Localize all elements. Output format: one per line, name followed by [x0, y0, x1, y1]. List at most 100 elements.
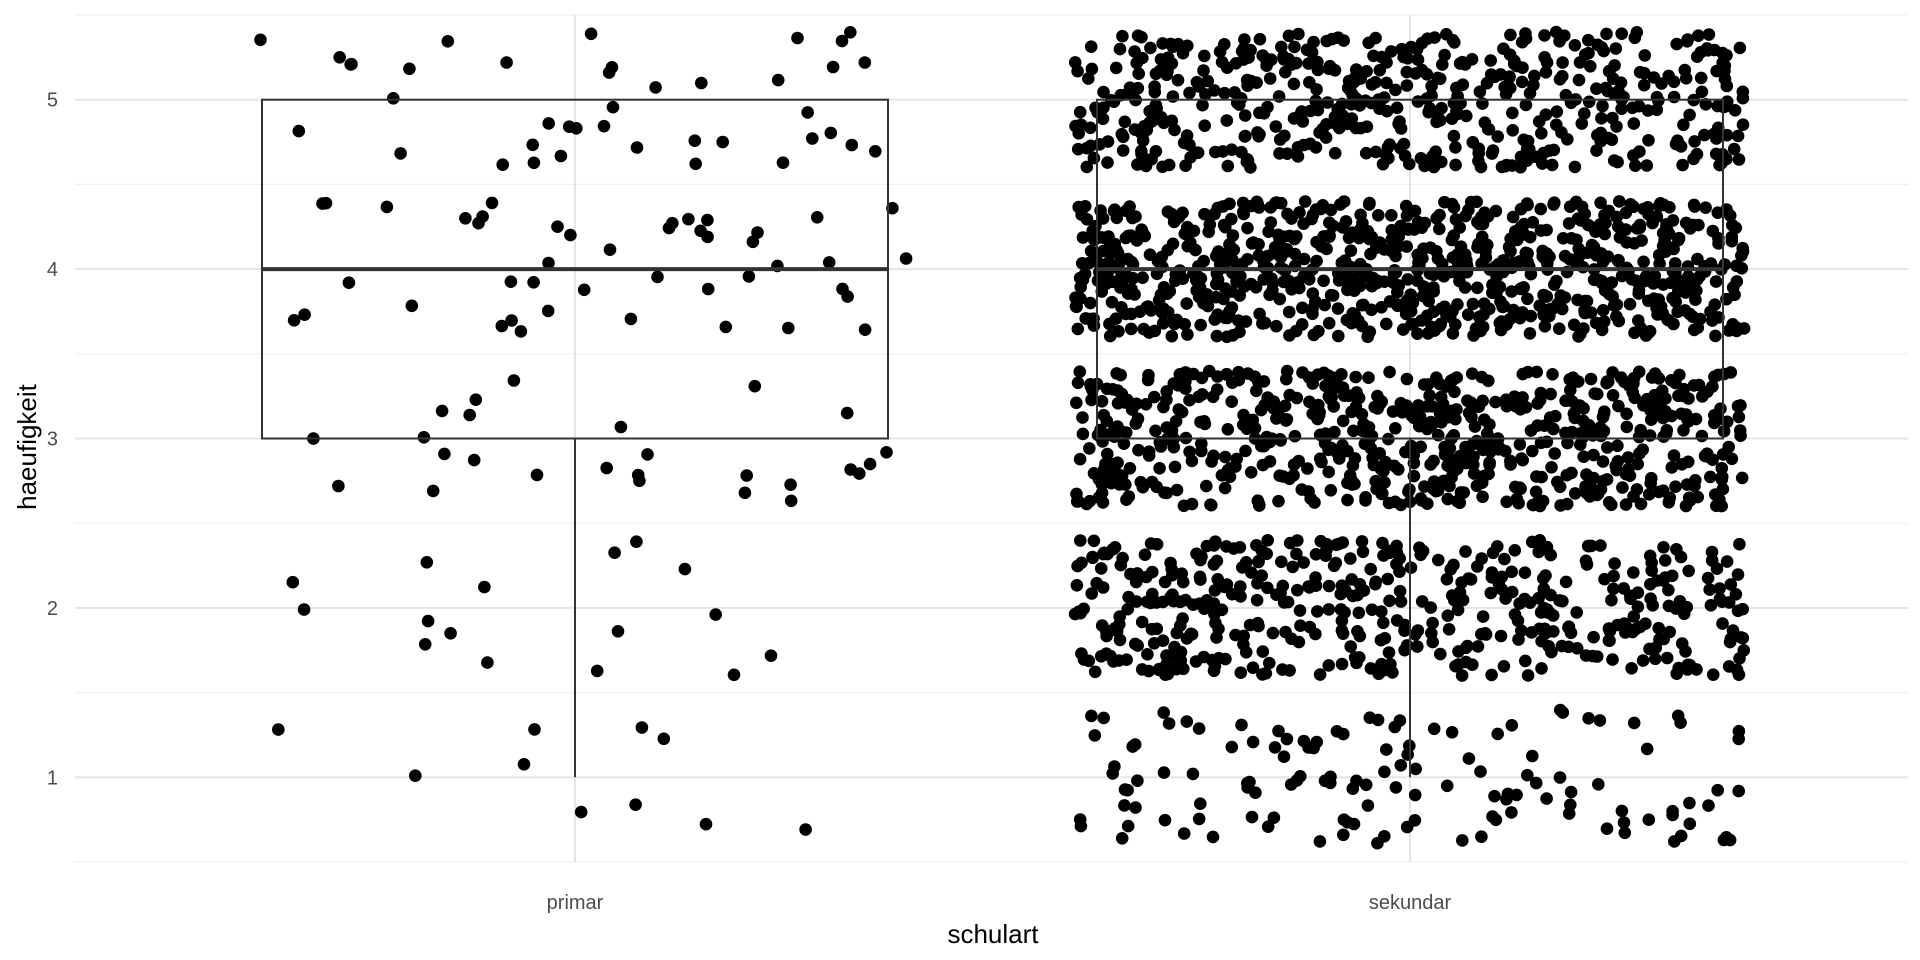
data-point	[1324, 203, 1338, 217]
data-point	[1149, 67, 1163, 81]
data-point	[1253, 32, 1267, 46]
data-point	[1489, 395, 1502, 409]
data-point	[1071, 322, 1085, 336]
data-point	[1194, 573, 1207, 586]
data-point	[629, 798, 642, 811]
data-point	[1115, 832, 1129, 845]
data-point	[1332, 274, 1346, 287]
data-point	[1157, 766, 1171, 779]
data-point	[1551, 475, 1564, 489]
data-point	[1535, 127, 1548, 140]
data-point	[1447, 129, 1461, 143]
data-point	[514, 325, 528, 338]
data-point	[1564, 626, 1578, 640]
data-point	[1283, 664, 1296, 677]
data-point	[1465, 53, 1479, 66]
data-point	[1295, 318, 1309, 331]
data-point	[1088, 233, 1101, 247]
data-point	[1500, 495, 1513, 509]
data-point	[1287, 77, 1301, 91]
data-point	[1102, 256, 1116, 269]
data-point	[1556, 69, 1569, 83]
data-point	[1736, 118, 1750, 131]
data-point	[1245, 566, 1258, 579]
data-point	[1470, 195, 1483, 209]
data-point	[1142, 368, 1155, 382]
data-point	[1198, 602, 1211, 615]
data-point	[1206, 830, 1220, 844]
data-point	[1180, 297, 1193, 310]
data-point	[1136, 134, 1150, 147]
data-point	[1367, 49, 1380, 63]
data-point	[527, 276, 540, 289]
data-point	[1519, 149, 1532, 163]
data-point	[1414, 440, 1427, 454]
data-point	[1075, 647, 1088, 660]
data-point	[1666, 214, 1680, 227]
data-point	[1519, 32, 1533, 45]
data-point	[1543, 303, 1556, 316]
data-point	[1474, 160, 1488, 174]
data-point	[1678, 63, 1692, 77]
data-point	[1672, 389, 1685, 403]
data-point	[1198, 207, 1211, 221]
data-point	[1256, 668, 1269, 681]
data-point	[1411, 53, 1425, 66]
data-point	[590, 664, 604, 678]
data-point	[1293, 281, 1306, 295]
data-point	[1192, 812, 1206, 826]
data-point	[1128, 738, 1142, 751]
data-point	[1713, 582, 1726, 595]
data-point	[1736, 91, 1750, 105]
data-point	[1085, 709, 1098, 723]
data-point	[1218, 311, 1232, 325]
data-point	[1516, 281, 1529, 295]
data-point	[1296, 301, 1309, 315]
data-point	[1570, 606, 1583, 619]
data-point	[1255, 569, 1268, 582]
data-point	[1709, 329, 1722, 343]
data-point	[1612, 253, 1625, 267]
data-point	[709, 608, 722, 621]
data-point	[1642, 134, 1655, 147]
data-point	[1131, 412, 1145, 426]
data-point	[1335, 614, 1349, 627]
data-point	[1733, 537, 1746, 551]
data-point	[1138, 155, 1151, 169]
data-point	[1394, 498, 1408, 512]
data-point	[1135, 663, 1149, 676]
data-point	[1225, 212, 1238, 226]
data-point	[1608, 557, 1621, 570]
data-point	[1545, 461, 1558, 474]
data-point	[459, 212, 472, 225]
data-point	[1166, 237, 1180, 251]
data-point	[1698, 449, 1712, 463]
data-point	[791, 31, 804, 45]
data-point	[1723, 635, 1737, 649]
data-point	[1085, 393, 1098, 407]
data-point	[1644, 578, 1657, 591]
data-point	[1495, 582, 1508, 596]
data-point	[1611, 155, 1624, 169]
data-point	[1556, 706, 1570, 719]
data-point	[1118, 396, 1131, 409]
data-point	[1095, 395, 1109, 408]
data-point	[1369, 575, 1383, 589]
data-point	[1272, 494, 1285, 508]
data-point	[1415, 221, 1428, 234]
data-point	[1680, 35, 1694, 48]
data-point	[1519, 654, 1532, 668]
data-point	[1150, 538, 1164, 551]
data-point	[1423, 102, 1437, 115]
data-point	[1646, 216, 1659, 230]
data-point	[1455, 576, 1468, 589]
data-point	[1082, 256, 1096, 270]
data-point	[1272, 724, 1285, 738]
data-point	[1601, 250, 1615, 263]
data-point	[1506, 210, 1520, 224]
data-point	[614, 420, 628, 434]
data-point	[1157, 116, 1171, 130]
data-point	[1277, 50, 1290, 63]
data-point	[1682, 491, 1696, 505]
data-point	[1666, 291, 1679, 305]
